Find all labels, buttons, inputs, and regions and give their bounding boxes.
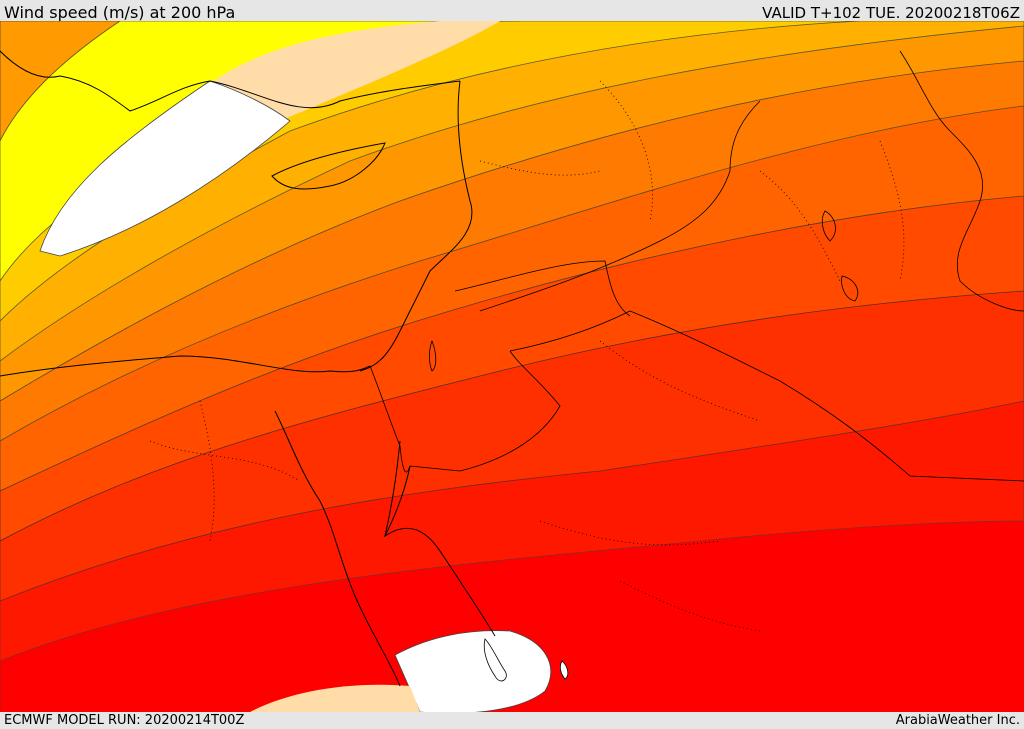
dead-sea bbox=[428, 339, 437, 372]
jet-core-peach-south bbox=[250, 684, 420, 712]
coastline-gulf-of-aqaba bbox=[384, 440, 401, 537]
valid-time: VALID T+102 TUE. 20200218T06Z bbox=[762, 4, 1020, 22]
border-syria-iraq bbox=[479, 100, 761, 312]
border-jordan-iraq bbox=[454, 260, 631, 317]
band-0 bbox=[0, 21, 121, 142]
lake-razzaza bbox=[841, 275, 859, 302]
header-bar bbox=[0, 0, 1024, 21]
border-iraq-iran bbox=[899, 50, 1024, 312]
border-egypt-sinai bbox=[369, 365, 411, 473]
jet-core-peach-north bbox=[200, 21, 500, 121]
coastline-levant bbox=[359, 80, 473, 372]
nile-delta-detail bbox=[483, 638, 507, 682]
lake-tharthar bbox=[821, 210, 836, 242]
map-title: Wind speed (m/s) at 200 hPa bbox=[4, 3, 236, 22]
coastline-gulf-of-suez bbox=[274, 410, 401, 687]
jet-core-white-north bbox=[39, 80, 291, 257]
coastline-egypt bbox=[0, 355, 371, 377]
footer-bar bbox=[0, 712, 1024, 729]
model-run: ECMWF MODEL RUN: 20200214T00Z bbox=[4, 713, 245, 728]
wind-speed-map bbox=[0, 21, 1024, 712]
coastline-anatolia bbox=[0, 50, 461, 112]
map-canvas bbox=[0, 21, 1024, 712]
cyprus-island bbox=[271, 142, 386, 190]
border-saudi-jordan bbox=[509, 310, 1024, 482]
jet-core-white-south bbox=[394, 630, 552, 712]
red-sea-island bbox=[559, 660, 569, 680]
border-sinai-saudi bbox=[409, 350, 561, 472]
credit-label: ArabiaWeather Inc. bbox=[895, 713, 1020, 728]
coastline-red-sea bbox=[383, 465, 496, 637]
